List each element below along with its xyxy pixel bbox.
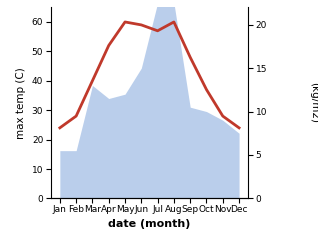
X-axis label: date (month): date (month): [108, 219, 191, 229]
Y-axis label: med. precipitation
(kg/m2): med. precipitation (kg/m2): [309, 55, 318, 151]
Y-axis label: max temp (C): max temp (C): [16, 67, 26, 139]
